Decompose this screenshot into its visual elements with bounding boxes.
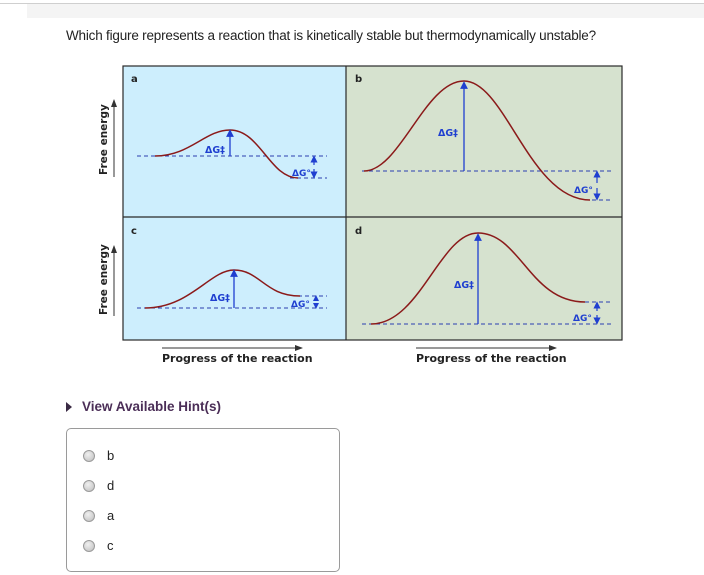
option-label: a <box>107 508 115 523</box>
svg-text:Progress of the reaction: Progress of the reaction <box>416 352 567 365</box>
option-d[interactable]: d <box>83 478 114 493</box>
panel-a <box>123 66 346 217</box>
svg-text:ΔG°: ΔG° <box>292 169 311 179</box>
option-a[interactable]: a <box>83 508 114 523</box>
svg-text:c: c <box>131 226 137 237</box>
svg-text:Free energy: Free energy <box>98 244 110 315</box>
svg-text:ΔG°: ΔG° <box>573 314 592 324</box>
hint-label: View Available Hint(s) <box>82 399 222 414</box>
radio-button[interactable] <box>83 449 95 462</box>
svg-text:ΔG°: ΔG° <box>291 300 310 310</box>
option-label: d <box>107 478 115 493</box>
svg-text:Free energy: Free energy <box>98 104 110 175</box>
svg-text:ΔG‡: ΔG‡ <box>205 145 225 156</box>
svg-text:ΔG‡: ΔG‡ <box>438 128 458 139</box>
answer-options-box: b d a c <box>66 428 340 572</box>
top-band <box>27 4 704 18</box>
svg-text:d: d <box>355 226 362 237</box>
svg-text:b: b <box>355 74 362 85</box>
view-hints-toggle[interactable]: View Available Hint(s) <box>66 399 221 414</box>
svg-text:a: a <box>131 74 138 85</box>
svg-text:ΔG‡: ΔG‡ <box>454 280 474 291</box>
svg-text:Progress of the reaction: Progress of the reaction <box>162 352 313 365</box>
option-b[interactable]: b <box>83 448 114 463</box>
energy-diagram-figure: a b c d Free energy Free energy ΔG‡ ΔG° … <box>98 65 623 365</box>
panel-d <box>346 217 622 340</box>
radio-button[interactable] <box>83 539 95 552</box>
svg-text:ΔG°: ΔG° <box>574 186 593 196</box>
option-label: b <box>107 448 115 463</box>
option-c[interactable]: c <box>83 538 114 553</box>
top-divider <box>0 3 704 4</box>
question-text: Which figure represents a reaction that … <box>66 28 596 43</box>
caret-right-icon <box>66 401 72 412</box>
radio-button[interactable] <box>83 479 95 492</box>
option-label: c <box>107 538 114 553</box>
svg-text:ΔG‡: ΔG‡ <box>210 293 230 304</box>
radio-button[interactable] <box>83 509 95 522</box>
